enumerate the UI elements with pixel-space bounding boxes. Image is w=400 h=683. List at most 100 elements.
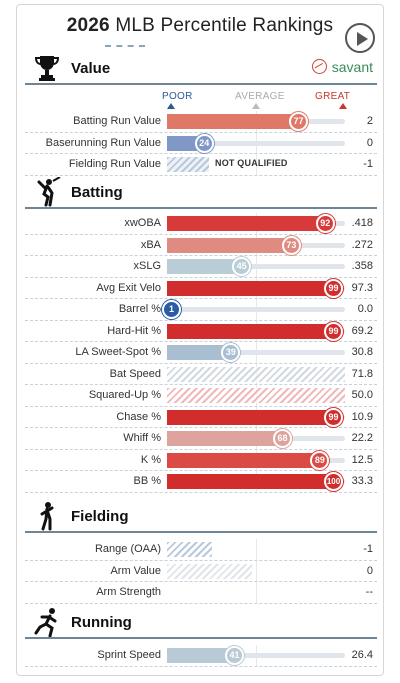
scale-poor-marker	[167, 103, 175, 109]
metric-label: Arm Strength	[96, 586, 161, 598]
percentile-bar	[167, 135, 204, 151]
percentile-bubble[interactable]: 92	[315, 214, 335, 233]
title-text: MLB Percentile Rankings	[115, 15, 334, 36]
metric-value: 0	[366, 136, 373, 149]
percentile-bar	[167, 216, 325, 231]
metric-value: 0.0	[357, 303, 373, 315]
percentile-bubble[interactable]: 89	[310, 450, 330, 470]
metric-row[interactable]: Bat Speed 71.8	[25, 363, 377, 385]
section-rule	[25, 531, 377, 533]
metric-row[interactable]: Sprint Speed 41 26.4	[25, 645, 377, 667]
metric-row[interactable]: Hard-Hit % 99 69.2	[25, 320, 377, 342]
metric-label: Sprint Speed	[97, 649, 161, 661]
metric-label: Hard-Hit %	[107, 324, 161, 337]
average-line	[256, 582, 257, 603]
metric-label: Barrel %	[118, 303, 161, 315]
percentile-bubble[interactable]: 99	[324, 278, 343, 298]
title-underline	[105, 45, 145, 47]
percentile-bubble[interactable]: 41	[224, 646, 244, 665]
metric-row[interactable]: Arm Strength --	[25, 582, 377, 604]
section-title: Batting	[71, 184, 123, 201]
card-header: 2026 MLB Percentile Rankings	[17, 15, 383, 55]
hatched-bar	[167, 563, 253, 579]
percentile-bubble[interactable]: 1	[162, 300, 181, 319]
metric-value: 26.4	[351, 649, 373, 661]
percentile-bubble[interactable]: 77	[289, 112, 309, 131]
percentile-bubble[interactable]: 99	[324, 407, 343, 427]
metric-value: -1	[363, 543, 373, 555]
percentile-bar	[167, 323, 338, 339]
metric-row[interactable]: xBA 73 .272	[25, 234, 377, 256]
metric-value: 30.8	[351, 346, 373, 358]
metric-row[interactable]: Range (OAA) -1	[25, 539, 377, 561]
section-fielding: Fielding Range (OAA) -1 Arm Value 0 Arm Stren…	[25, 501, 377, 604]
fielder-icon	[33, 501, 61, 531]
metric-value: 12.5	[351, 453, 373, 466]
metric-label: Squared-Up %	[88, 389, 161, 401]
metric-value: 50.0	[351, 389, 373, 401]
section-header: Batting	[25, 176, 377, 209]
percentile-bubble[interactable]: 99	[324, 321, 343, 341]
metric-value: 2	[366, 115, 373, 127]
metric-row[interactable]: BB % 100 33.3	[25, 471, 377, 493]
percentile-bubble[interactable]: 68	[273, 429, 293, 448]
percentile-scale: POOR AVERAGE GREAT	[25, 89, 377, 111]
percentile-track	[167, 307, 345, 312]
section-batting: Batting xwOBA 92 .418 xBA 73 .272 xSLG 45 .358 Avg…	[25, 176, 377, 493]
metric-row[interactable]: Whiff % 68 22.2	[25, 428, 377, 450]
percentile-track	[167, 264, 345, 269]
scale-average-label: AVERAGE	[235, 91, 285, 102]
percentile-bubble[interactable]: 45	[232, 257, 252, 276]
savant-logo[interactable]: savant	[311, 59, 373, 75]
metric-value: 10.9	[351, 410, 373, 423]
metric-row[interactable]: Arm Value 0	[25, 560, 377, 582]
metric-label: Chase %	[116, 410, 161, 423]
metric-row[interactable]: LA Sweet-Spot % 39 30.8	[25, 342, 377, 364]
metric-row[interactable]: xSLG 45 .358	[25, 256, 377, 278]
page-title: 2026 MLB Percentile Rankings	[17, 15, 383, 37]
metric-label: Baserunning Run Value	[45, 136, 161, 149]
title-year: 2026	[66, 15, 110, 36]
metric-row[interactable]: Batting Run Value 77 2	[25, 111, 377, 133]
batter-icon	[33, 176, 61, 207]
hatched-bar	[167, 388, 345, 403]
average-line	[256, 539, 257, 560]
scale-great-label: GREAT	[315, 91, 351, 102]
scale-great-marker	[339, 103, 347, 109]
metric-value: -1	[363, 158, 373, 170]
metric-row[interactable]: Barrel % 1 0.0	[25, 299, 377, 321]
section-header: Fielding	[25, 501, 377, 533]
percentile-bubble[interactable]: 73	[281, 235, 301, 255]
play-button[interactable]	[345, 23, 375, 53]
metric-label: Batting Run Value	[73, 115, 161, 127]
metric-value: 97.3	[351, 281, 373, 294]
metric-value: .418	[351, 217, 373, 229]
metric-row[interactable]: Squared-Up % 50.0	[25, 385, 377, 407]
section-header: Value savant	[25, 53, 377, 85]
metric-row[interactable]: Baserunning Run Value 24 0	[25, 132, 377, 154]
section-running: Running Sprint Speed 41 26.4	[25, 607, 377, 667]
percentile-bubble[interactable]: 39	[221, 343, 241, 362]
percentile-bar	[167, 409, 338, 425]
section-title: Value	[71, 60, 111, 77]
metric-row[interactable]: K % 89 12.5	[25, 449, 377, 471]
section-title: Running	[71, 614, 132, 631]
metric-row[interactable]: xwOBA 92 .418	[25, 213, 377, 235]
percentile-track	[167, 350, 345, 355]
percentile-bubble[interactable]: 24	[194, 133, 214, 153]
section-title: Fielding	[71, 508, 129, 525]
percentile-bar	[167, 474, 339, 489]
metric-row[interactable]: Chase % 99 10.9	[25, 406, 377, 428]
metric-label: K %	[140, 453, 161, 466]
average-line	[256, 560, 257, 581]
percentile-bar	[167, 114, 299, 129]
metric-row[interactable]: Fielding Run Value NOT QUALIFIED -1	[25, 154, 377, 176]
metric-label: LA Sweet-Spot %	[75, 346, 161, 358]
metric-label: Range (OAA)	[94, 543, 161, 555]
metric-label: BB %	[133, 475, 161, 487]
average-line	[256, 154, 257, 175]
metric-value: .272	[351, 238, 373, 251]
metric-row[interactable]: Avg Exit Velo 99 97.3	[25, 277, 377, 299]
not-qualified-label: NOT QUALIFIED	[215, 158, 288, 168]
percentile-bubble[interactable]: 100	[324, 472, 343, 491]
